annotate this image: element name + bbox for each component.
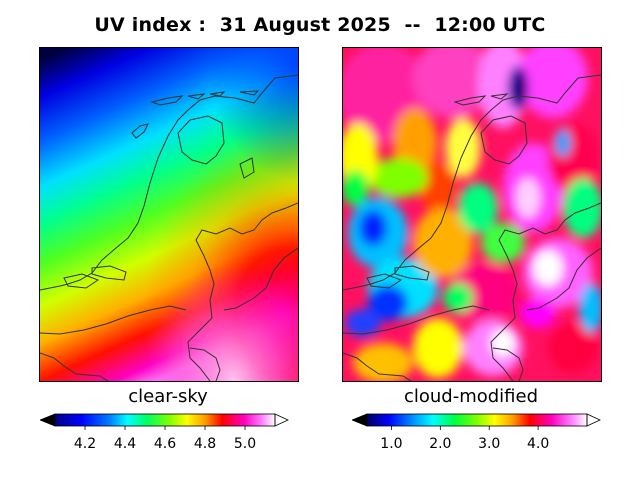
clear-sky-label: clear-sky — [128, 386, 208, 407]
colorbar-gradient — [367, 414, 587, 426]
colorbar-extend-max — [586, 413, 601, 427]
cloud-modified-map-panel — [342, 47, 602, 382]
colorbar-tick-label: 1.0 — [380, 436, 402, 452]
colorbar-tick-label: 4.8 — [194, 436, 216, 452]
colorbar-extend-min — [40, 413, 56, 427]
coastline-borders — [40, 74, 298, 381]
colorbar-gradient — [55, 414, 275, 426]
coastline-borders-cm — [343, 74, 601, 381]
colorbar-tick-label: 4.0 — [527, 436, 549, 452]
clear-sky-colorbar: 4.2 4.4 4.6 4.8 5.0 — [40, 413, 289, 452]
colorbar-extend-max — [274, 413, 289, 427]
cloud-modified-colorbar: 1.0 2.0 3.0 4.0 — [352, 413, 601, 452]
clear-sky-map — [40, 48, 298, 381]
colorbar-tick-label: 4.4 — [114, 436, 136, 452]
cloud-modified-label: cloud-modified — [403, 386, 539, 407]
figure-title: UV index : 31 August 2025 -- 12:00 UTC — [94, 14, 546, 36]
colorbar-tick-label: 2.0 — [429, 436, 451, 452]
colorbar-tick-label: 3.0 — [478, 436, 500, 452]
colorbar-tick-label: 4.6 — [154, 436, 176, 452]
cloud-modified-map — [343, 48, 601, 381]
colorbar-extend-min — [352, 413, 368, 427]
colorbar-tick-label: 5.0 — [234, 436, 256, 452]
clear-sky-map-panel — [39, 47, 299, 382]
colorbar-tick-label: 4.2 — [74, 436, 96, 452]
